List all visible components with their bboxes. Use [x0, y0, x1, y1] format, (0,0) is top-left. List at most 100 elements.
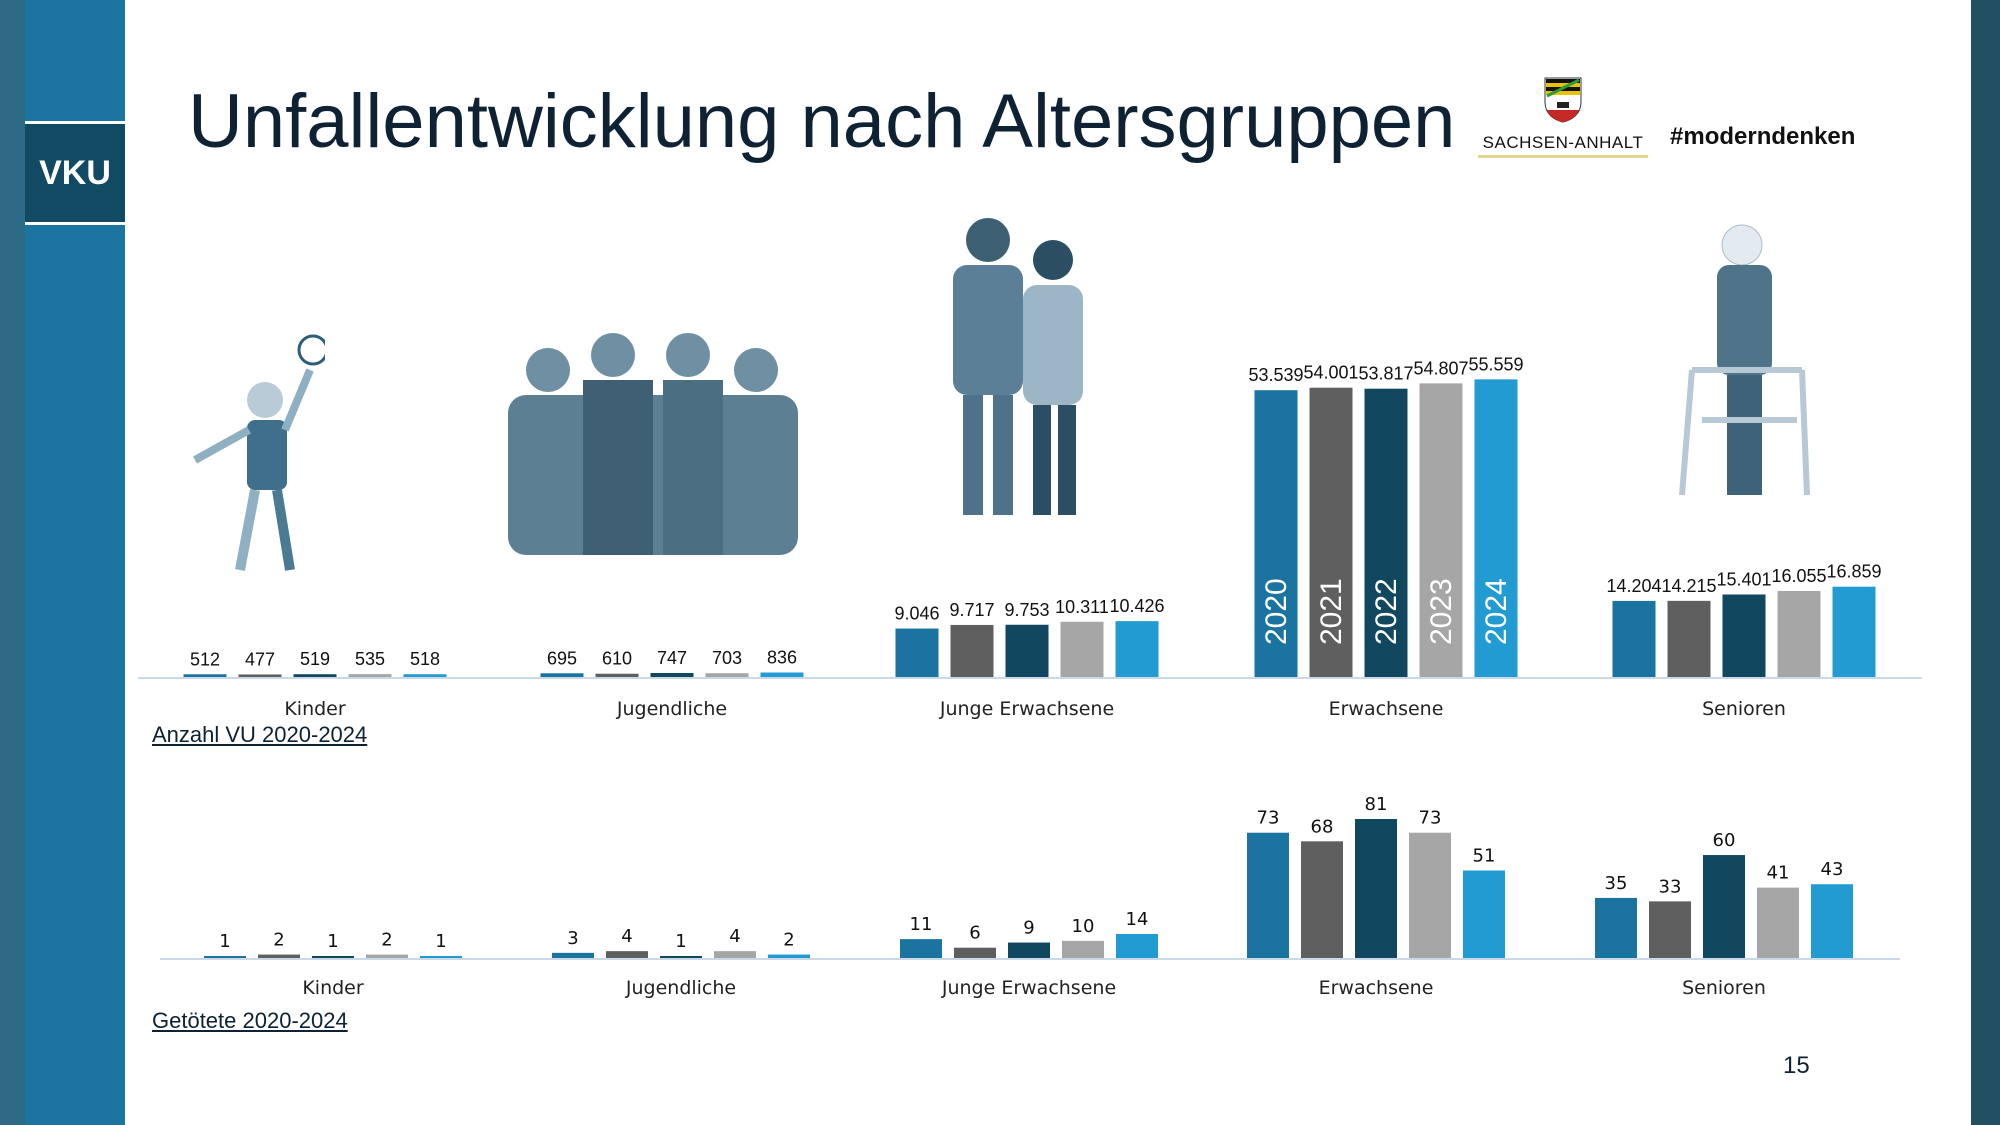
category-label: Junge Erwachsene: [939, 698, 1114, 720]
data-label: 10: [1072, 916, 1095, 937]
data-label: 54.001: [1303, 363, 1358, 383]
bar-2020: [540, 673, 584, 677]
data-label: 4: [621, 926, 632, 947]
data-label: 11: [910, 914, 933, 935]
bar-2021: [258, 954, 300, 958]
bar-2023: [1062, 940, 1104, 958]
category-label: Erwachsene: [1329, 698, 1444, 720]
bar-2024: [1832, 586, 1876, 677]
bar-2022: [1722, 594, 1766, 677]
bar-2020: [900, 939, 942, 958]
bar-2021: [954, 947, 996, 958]
bar-2024: [1115, 621, 1159, 677]
data-label: 9.753: [1004, 600, 1049, 620]
data-label: 9.717: [949, 600, 994, 620]
bar-2022: [650, 672, 694, 677]
young-adults-illustration: [953, 218, 1083, 515]
data-label: 73: [1419, 808, 1442, 829]
data-label: 33: [1659, 876, 1682, 897]
page-title: Unfallentwicklung nach Altersgruppen: [188, 79, 1456, 164]
data-label: 2: [273, 930, 284, 951]
data-label: 703: [712, 648, 742, 668]
data-label: 73: [1257, 808, 1280, 829]
bar-2020: [1595, 897, 1637, 958]
bar-2021: [1301, 841, 1343, 958]
data-label: 836: [767, 648, 797, 668]
data-label: 747: [657, 648, 687, 668]
data-label: 695: [547, 648, 577, 668]
bar-2024: [1116, 933, 1158, 958]
data-label: 535: [355, 649, 385, 669]
bar-2023: [1060, 621, 1104, 677]
bar-2023: [1777, 590, 1821, 677]
bar-2023: [705, 673, 749, 677]
sidebar-strip: [0, 0, 25, 1125]
data-label: 2: [381, 930, 392, 951]
right-strip: [1971, 0, 2000, 1125]
data-label: 1: [675, 931, 686, 952]
data-label: 3: [567, 928, 578, 949]
data-label: 9: [1023, 918, 1034, 939]
hashtag: #moderndenken: [1670, 123, 1856, 150]
year-label: 2021: [1315, 578, 1348, 645]
chart-caption-fatalities[interactable]: Getötete 2020-2024: [152, 1008, 348, 1033]
data-label: 10.426: [1109, 596, 1164, 616]
bar-2022: [293, 674, 337, 677]
data-label: 53.817: [1358, 364, 1413, 384]
sachsen-anhalt-logo: SACHSEN-ANHALT: [1478, 76, 1648, 158]
data-label: 60: [1713, 830, 1736, 851]
data-label: 16.859: [1826, 562, 1881, 582]
data-label: 6: [969, 923, 980, 944]
state-name: SACHSEN-ANHALT: [1478, 133, 1648, 158]
data-label: 610: [602, 649, 632, 669]
category-label: Kinder: [302, 977, 364, 999]
bar-2022: [1005, 624, 1049, 677]
bar-2023: [1419, 383, 1463, 677]
bar-2024: [1811, 884, 1853, 958]
data-label: 1: [219, 931, 230, 952]
data-label: 14.215: [1661, 576, 1716, 596]
bar-2024: [1463, 870, 1505, 958]
bar-2021: [1649, 901, 1691, 958]
data-label: 35: [1605, 873, 1628, 894]
data-label: 4: [729, 926, 740, 947]
bar-2022: [660, 956, 702, 958]
bar-2021: [1667, 600, 1711, 677]
bar-2020: [204, 956, 246, 958]
bar-2022: [1364, 388, 1408, 677]
data-label: 43: [1821, 859, 1844, 880]
data-label: 55.559: [1468, 354, 1523, 374]
category-label: Jugendliche: [616, 698, 727, 720]
bar-2020: [1612, 600, 1656, 677]
data-label: 14: [1126, 909, 1149, 930]
bar-2020: [895, 628, 939, 677]
teenagers-illustration: [508, 333, 798, 555]
bar-2021: [1309, 387, 1353, 677]
bar-2022: [1355, 819, 1397, 958]
category-label: Senioren: [1682, 977, 1766, 999]
bar-2024: [1474, 379, 1518, 677]
bar-2024: [420, 956, 462, 958]
data-label: 1: [327, 931, 338, 952]
data-label: 477: [245, 649, 275, 669]
data-label: 519: [300, 649, 330, 669]
category-label: Senioren: [1702, 698, 1786, 720]
bar-2023: [348, 674, 392, 677]
bar-2022: [1703, 855, 1745, 958]
data-label: 51: [1473, 845, 1496, 866]
coat-of-arms-icon: [1544, 77, 1582, 123]
data-label: 2: [783, 930, 794, 951]
chart-caption-accidents[interactable]: Anzahl VU 2020-2024: [152, 722, 368, 747]
bar-2021: [595, 673, 639, 677]
year-label: 2022: [1370, 578, 1403, 645]
data-label: 512: [190, 649, 220, 669]
bar-2020: [1247, 832, 1289, 958]
data-label: 53.539: [1248, 365, 1303, 385]
category-label: Kinder: [284, 698, 346, 720]
year-label: 2023: [1425, 578, 1458, 645]
bar-2023: [1757, 887, 1799, 958]
bar-2022: [1008, 942, 1050, 958]
bar-2023: [1409, 832, 1451, 958]
bar-2021: [606, 951, 648, 958]
